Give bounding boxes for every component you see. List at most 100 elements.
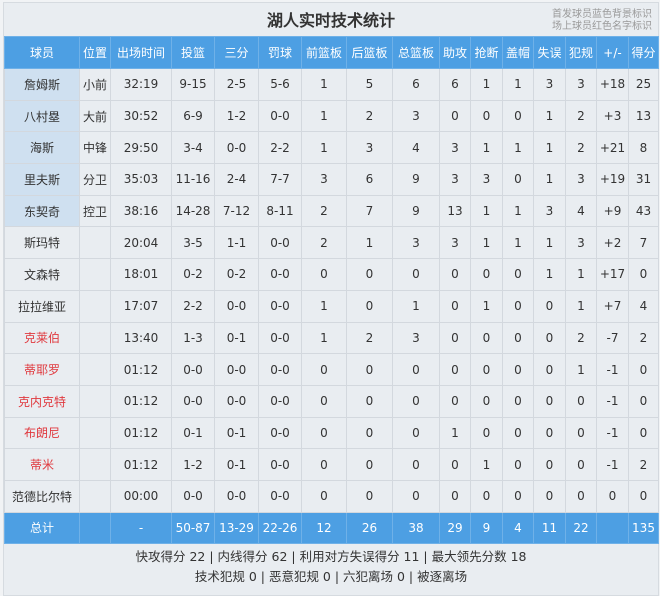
stat-cell: 31 (628, 163, 659, 196)
stat-cell: 1 (301, 131, 347, 165)
stat-cell: 0 (346, 384, 393, 418)
stat-cell: 0 (533, 448, 566, 481)
stat-cell: 43 (628, 194, 659, 228)
stat-cell: 0 (439, 258, 471, 291)
stat-cell: -1 (596, 353, 629, 386)
stat-cell: 0 (301, 258, 347, 291)
stat-cell: 2 (346, 321, 393, 355)
column-header: 抢断 (470, 36, 503, 69)
stat-cell: 1 (301, 321, 347, 355)
stat-cell: 3 (392, 99, 440, 133)
stat-cell: 0-0 (214, 479, 259, 513)
column-header: 总篮板 (392, 36, 440, 69)
stat-cell: 13 (628, 99, 659, 133)
stat-cell: 4 (392, 131, 440, 165)
team-summary: 快攻得分 22 | 内线得分 62 | 利用对方失误得分 11 | 最大领先分数… (4, 547, 658, 587)
stat-cell: 0 (502, 353, 534, 386)
column-header: 助攻 (439, 36, 471, 69)
stat-cell: 0 (533, 353, 566, 386)
stat-cell: 30:52 (110, 99, 172, 133)
stat-cell: 6 (439, 68, 471, 101)
player-row: 里夫斯 分卫 35:03 11-16 2-4 7-7 3 6 9 3 3 0 1 3 +19 31 (4, 163, 659, 196)
stat-cell: 0 (502, 416, 534, 450)
column-header: 失误 (533, 36, 566, 69)
stat-cell: 0 (346, 353, 393, 386)
stat-cell: 9-15 (171, 68, 215, 101)
stat-cell: +2 (596, 226, 629, 260)
stat-cell: 17:07 (110, 289, 172, 323)
stat-cell: 0 (628, 384, 659, 418)
stat-cell: 01:12 (110, 384, 172, 418)
stat-cell: -1 (596, 416, 629, 450)
legend-note-starters: 首发球员蓝色背景标识 (552, 9, 652, 20)
stat-cell: 9 (392, 194, 440, 228)
stat-cell (79, 289, 111, 323)
stat-cell: 1 (301, 289, 347, 323)
stat-cell: 1 (470, 194, 503, 228)
column-header: 犯规 (565, 36, 597, 69)
stat-cell: 2-5 (214, 68, 259, 101)
stat-cell: 0 (346, 289, 393, 323)
stat-cell: 3 (346, 131, 393, 165)
stat-cell: 0-0 (258, 384, 302, 418)
stat-cell: 3 (533, 68, 566, 101)
player-row: 东契奇 控卫 38:16 14-28 7-12 8-11 2 7 9 13 1 1 3 4 +9 43 (4, 194, 659, 228)
stat-cell: 0 (502, 448, 534, 481)
stat-cell: 3 (392, 226, 440, 260)
stat-cell: 2-2 (171, 289, 215, 323)
stat-cell: 0 (565, 416, 597, 450)
total-cell: 12 (301, 511, 347, 545)
total-cell (596, 511, 629, 545)
stat-cell: 0-0 (258, 289, 302, 323)
stat-cell: 0 (392, 416, 440, 450)
column-header: +/- (596, 36, 629, 69)
player-row: 布朗尼 01:12 0-1 0-1 0-0 0 0 0 1 0 0 0 0 -1 0 (4, 416, 659, 450)
stat-cell: 0 (439, 321, 471, 355)
stat-cell: +3 (596, 99, 629, 133)
stat-cell: 0 (628, 258, 659, 291)
stat-cell: 0 (346, 416, 393, 450)
stat-cell: 0 (392, 448, 440, 481)
player-row: 詹姆斯 小前 32:19 9-15 2-5 5-6 1 5 6 6 1 1 3 3 +18 25 (4, 68, 659, 101)
stat-cell: 32:19 (110, 68, 172, 101)
stat-cell: 0 (565, 448, 597, 481)
stat-cell: 3 (533, 194, 566, 228)
stat-cell: 0-0 (258, 258, 302, 291)
stat-cell: 0 (301, 448, 347, 481)
stat-cell: 11-16 (171, 163, 215, 196)
stat-cell: 0-0 (214, 353, 259, 386)
stat-cell: 0-0 (214, 384, 259, 418)
stat-cell: 0 (346, 448, 393, 481)
total-cell: 22 (565, 511, 597, 545)
stat-cell: 2-4 (214, 163, 259, 196)
stat-cell: 0 (533, 416, 566, 450)
legend-note: 首发球员蓝色背景标识 场上球员红色名字标识 (552, 9, 652, 33)
stat-cell: +7 (596, 289, 629, 323)
stat-cell: 1 (533, 131, 566, 165)
column-header: 位置 (79, 36, 111, 69)
stat-cell: 1-2 (171, 448, 215, 481)
stat-cell: 1 (470, 68, 503, 101)
page-title: 湖人实时技术统计 (266, 11, 395, 30)
stat-cell: 9 (392, 163, 440, 196)
column-header: 前篮板 (301, 36, 347, 69)
stat-cell: 小前 (79, 68, 111, 101)
box-score-panel: 湖人实时技术统计 首发球员蓝色背景标识 场上球员红色名字标识 球员 位置 出场时间投… (3, 2, 659, 596)
stat-cell: 控卫 (79, 194, 111, 228)
stat-cell: 0 (565, 384, 597, 418)
stat-cell: 0-0 (258, 226, 302, 260)
stat-cell: 0 (628, 353, 659, 386)
stat-cell: 0 (502, 258, 534, 291)
stat-cell: 0 (392, 353, 440, 386)
stat-cell: 0 (392, 479, 440, 513)
total-cell: 38 (392, 511, 440, 545)
stat-cell: 0 (502, 384, 534, 418)
stat-cell: 6 (392, 68, 440, 101)
stat-cell: 0-0 (258, 321, 302, 355)
stat-cell: 0-1 (214, 448, 259, 481)
stat-cell: 5 (346, 68, 393, 101)
stat-cell: 29:50 (110, 131, 172, 165)
stat-cell: 0-0 (214, 131, 259, 165)
stat-cell: 7-12 (214, 194, 259, 228)
stat-cell: 0 (533, 321, 566, 355)
